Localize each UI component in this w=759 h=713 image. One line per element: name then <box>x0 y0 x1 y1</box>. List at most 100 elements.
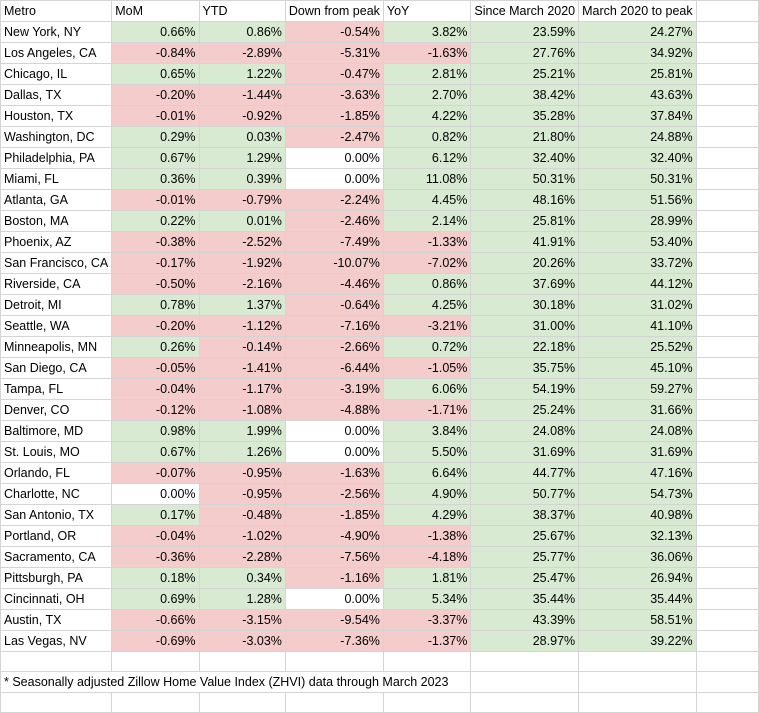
march-2020-to-peak-cell[interactable]: 37.84% <box>578 105 697 127</box>
mom-cell[interactable]: 0.65% <box>111 63 200 85</box>
ytd-cell[interactable]: -0.79% <box>198 189 286 211</box>
empty-cell[interactable] <box>695 651 759 672</box>
empty-cell[interactable] <box>578 651 697 672</box>
ytd-cell[interactable]: -1.02% <box>198 525 286 547</box>
since-march-2020-cell[interactable]: 23.59% <box>470 21 580 43</box>
metro-cell[interactable]: Atlanta, GA <box>0 189 113 211</box>
yoy-cell[interactable]: -1.38% <box>382 525 472 547</box>
down-from-peak-cell[interactable]: -3.63% <box>284 84 384 106</box>
mom-cell[interactable]: 0.69% <box>111 588 200 610</box>
yoy-cell[interactable]: -4.18% <box>382 546 472 568</box>
empty-cell[interactable] <box>470 651 580 672</box>
since-march-2020-cell[interactable]: 50.77% <box>470 483 580 505</box>
empty-cell[interactable] <box>695 483 759 505</box>
metro-cell[interactable]: Seattle, WA <box>0 315 113 337</box>
ytd-cell[interactable]: -0.92% <box>198 105 286 127</box>
metro-cell[interactable]: Austin, TX <box>0 609 113 631</box>
yoy-cell[interactable]: -1.05% <box>382 357 472 379</box>
metro-cell[interactable]: Houston, TX <box>0 105 113 127</box>
metro-cell[interactable]: St. Louis, MO <box>0 441 113 463</box>
ytd-cell[interactable]: 1.29% <box>198 147 286 169</box>
empty-cell[interactable] <box>470 692 580 713</box>
metro-cell[interactable]: Chicago, IL <box>0 63 113 85</box>
march-2020-to-peak-cell[interactable]: 32.13% <box>578 525 697 547</box>
down-from-peak-cell[interactable]: -1.85% <box>284 105 384 127</box>
empty-cell[interactable] <box>382 692 472 713</box>
yoy-cell[interactable]: 3.82% <box>382 21 472 43</box>
header-march-2020-to-peak[interactable]: March 2020 to peak <box>578 0 697 22</box>
empty-cell[interactable] <box>695 273 759 295</box>
mom-cell[interactable]: -0.01% <box>111 189 200 211</box>
yoy-cell[interactable]: 1.81% <box>382 567 472 589</box>
mom-cell[interactable]: -0.07% <box>111 462 200 484</box>
empty-cell[interactable] <box>695 546 759 568</box>
down-from-peak-cell[interactable]: -2.56% <box>284 483 384 505</box>
down-from-peak-cell[interactable]: -2.24% <box>284 189 384 211</box>
yoy-cell[interactable]: -1.33% <box>382 231 472 253</box>
mom-cell[interactable]: -0.04% <box>111 378 200 400</box>
since-march-2020-cell[interactable]: 30.18% <box>470 294 580 316</box>
mom-cell[interactable]: 0.17% <box>111 504 200 526</box>
yoy-cell[interactable]: 6.12% <box>382 147 472 169</box>
yoy-cell[interactable]: 11.08% <box>382 168 472 190</box>
since-march-2020-cell[interactable]: 54.19% <box>470 378 580 400</box>
ytd-cell[interactable]: -0.95% <box>198 462 286 484</box>
yoy-cell[interactable]: 2.14% <box>382 210 472 232</box>
down-from-peak-cell[interactable]: 0.00% <box>284 420 384 442</box>
yoy-cell[interactable]: 6.64% <box>382 462 472 484</box>
march-2020-to-peak-cell[interactable]: 43.63% <box>578 84 697 106</box>
empty-cell[interactable] <box>198 692 286 713</box>
mom-cell[interactable]: -0.66% <box>111 609 200 631</box>
down-from-peak-cell[interactable]: -4.46% <box>284 273 384 295</box>
ytd-cell[interactable]: 0.34% <box>198 567 286 589</box>
since-march-2020-cell[interactable]: 24.08% <box>470 420 580 442</box>
since-march-2020-cell[interactable]: 43.39% <box>470 609 580 631</box>
yoy-cell[interactable]: 4.22% <box>382 105 472 127</box>
down-from-peak-cell[interactable]: 0.00% <box>284 588 384 610</box>
march-2020-to-peak-cell[interactable]: 31.69% <box>578 441 697 463</box>
metro-cell[interactable]: San Francisco, CA <box>0 252 113 274</box>
yoy-cell[interactable]: 4.29% <box>382 504 472 526</box>
down-from-peak-cell[interactable]: 0.00% <box>284 147 384 169</box>
since-march-2020-cell[interactable]: 31.69% <box>470 441 580 463</box>
down-from-peak-cell[interactable]: -9.54% <box>284 609 384 631</box>
metro-cell[interactable]: Los Angeles, CA <box>0 42 113 64</box>
yoy-cell[interactable]: -1.71% <box>382 399 472 421</box>
metro-cell[interactable]: Pittsburgh, PA <box>0 567 113 589</box>
empty-cell[interactable] <box>695 126 759 148</box>
march-2020-to-peak-cell[interactable]: 35.44% <box>578 588 697 610</box>
yoy-cell[interactable]: -3.37% <box>382 609 472 631</box>
since-march-2020-cell[interactable]: 25.21% <box>470 63 580 85</box>
since-march-2020-cell[interactable]: 38.42% <box>470 84 580 106</box>
mom-cell[interactable]: 0.29% <box>111 126 200 148</box>
empty-cell[interactable] <box>695 168 759 190</box>
empty-cell[interactable] <box>284 651 384 672</box>
since-march-2020-cell[interactable]: 48.16% <box>470 189 580 211</box>
mom-cell[interactable]: -0.69% <box>111 630 200 652</box>
empty-cell[interactable] <box>198 651 286 672</box>
ytd-cell[interactable]: -3.15% <box>198 609 286 631</box>
metro-cell[interactable]: Tampa, FL <box>0 378 113 400</box>
empty-cell[interactable] <box>695 294 759 316</box>
yoy-cell[interactable]: 6.06% <box>382 378 472 400</box>
since-march-2020-cell[interactable]: 25.24% <box>470 399 580 421</box>
empty-cell[interactable] <box>695 692 759 713</box>
down-from-peak-cell[interactable]: -0.54% <box>284 21 384 43</box>
down-from-peak-cell[interactable]: -0.64% <box>284 294 384 316</box>
ytd-cell[interactable]: -0.48% <box>198 504 286 526</box>
empty-cell[interactable] <box>695 504 759 526</box>
march-2020-to-peak-cell[interactable]: 31.02% <box>578 294 697 316</box>
empty-cell[interactable] <box>0 692 113 713</box>
metro-cell[interactable]: Cincinnati, OH <box>0 588 113 610</box>
empty-cell[interactable] <box>695 588 759 610</box>
empty-cell[interactable] <box>578 671 697 693</box>
down-from-peak-cell[interactable]: -4.90% <box>284 525 384 547</box>
empty-cell[interactable] <box>382 651 472 672</box>
since-march-2020-cell[interactable]: 25.77% <box>470 546 580 568</box>
mom-cell[interactable]: 0.18% <box>111 567 200 589</box>
metro-cell[interactable]: Washington, DC <box>0 126 113 148</box>
down-from-peak-cell[interactable]: -10.07% <box>284 252 384 274</box>
march-2020-to-peak-cell[interactable]: 32.40% <box>578 147 697 169</box>
empty-cell[interactable] <box>695 525 759 547</box>
down-from-peak-cell[interactable]: -7.16% <box>284 315 384 337</box>
